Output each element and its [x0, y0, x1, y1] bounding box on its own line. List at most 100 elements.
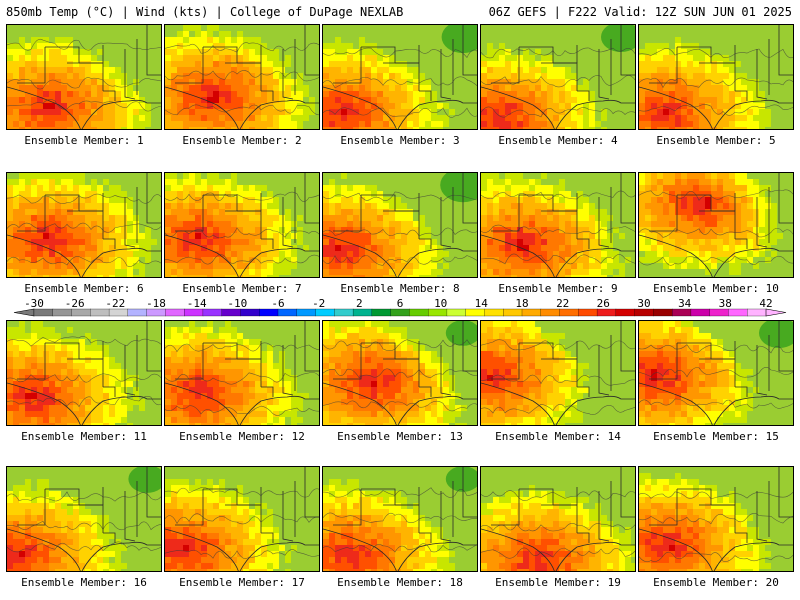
colorbar-swatch	[240, 308, 260, 317]
colorbar-swatch	[33, 308, 54, 317]
colorbar-swatch	[296, 308, 316, 317]
ensemble-member-map	[638, 320, 794, 426]
ensemble-member-map	[480, 24, 636, 130]
colorbar-swatch	[165, 308, 185, 317]
colorbar-swatch	[653, 308, 673, 317]
temperature-field	[639, 321, 793, 425]
ensemble-member-map	[480, 466, 636, 572]
ensemble-member-label: Ensemble Member: 11	[21, 430, 147, 443]
colorbar-swatch	[352, 308, 373, 317]
ensemble-member-map	[6, 24, 162, 130]
colorbar-swatch	[127, 308, 148, 317]
ensemble-member-label: Ensemble Member: 7	[182, 282, 302, 295]
ensemble-member-label: Ensemble Member: 2	[182, 134, 302, 147]
ensemble-member-label: Ensemble Member: 4	[498, 134, 618, 147]
ensemble-member-label: Ensemble Member: 6	[24, 282, 144, 295]
ensemble-member-label: Ensemble Member: 1	[24, 134, 144, 147]
colorbar-swatch	[465, 308, 485, 317]
ensemble-member-map	[322, 320, 478, 426]
ensemble-member-label: Ensemble Member: 13	[337, 430, 463, 443]
colorbar-swatch	[315, 308, 335, 317]
temperature-field	[323, 467, 477, 571]
ensemble-member-map	[164, 172, 320, 278]
temperature-field	[639, 25, 793, 129]
colorbar-tick-label: -14	[187, 297, 207, 310]
colorbar-swatch	[90, 308, 110, 317]
colorbar-swatch	[277, 308, 298, 317]
ensemble-member-map	[164, 320, 320, 426]
ensemble-member-label: Ensemble Member: 9	[498, 282, 618, 295]
colorbar-swatch	[146, 308, 166, 317]
ensemble-member-map	[638, 466, 794, 572]
colorbar-swatch	[183, 308, 204, 317]
temperature-field	[7, 321, 161, 425]
colorbar-min-arrow	[13, 308, 35, 317]
ensemble-member-map	[164, 466, 320, 572]
colorbar-tick-label: 38	[719, 297, 732, 310]
temperature-field	[323, 321, 477, 425]
ensemble-member-label: Ensemble Member: 20	[653, 576, 779, 589]
colorbar-tick-label: -6	[271, 297, 284, 310]
colorbar-swatch	[371, 308, 392, 317]
ensemble-member-label: Ensemble Member: 17	[179, 576, 305, 589]
colorbar-swatch	[409, 308, 429, 317]
ensemble-member-map	[6, 320, 162, 426]
temperature-field	[639, 173, 793, 277]
colorbar-tick-label: 18	[515, 297, 528, 310]
ensemble-member-map	[480, 172, 636, 278]
colorbar-tick-label: -10	[227, 297, 247, 310]
ensemble-member-label: Ensemble Member: 14	[495, 430, 621, 443]
map-title: 850mb Temp (°C) | Wind (kts) | College o…	[6, 5, 404, 19]
ensemble-member-label: Ensemble Member: 5	[656, 134, 776, 147]
ensemble-member-label: Ensemble Member: 16	[21, 576, 147, 589]
colorbar-swatch	[503, 308, 523, 317]
temperature-field	[165, 173, 319, 277]
ensemble-member-label: Ensemble Member: 19	[495, 576, 621, 589]
temperature-field	[481, 467, 635, 571]
temperature-field	[165, 321, 319, 425]
temperature-field	[165, 25, 319, 129]
colorbar-swatch	[390, 308, 410, 317]
colorbar-swatch	[747, 308, 767, 317]
colorbar-swatch	[484, 308, 504, 317]
temperature-field	[165, 467, 319, 571]
colorbar-swatch	[728, 308, 748, 317]
temperature-colorbar: -30 -26 -22 -18 -14 -10 -6 -2 2 6 10 14 18 22 26 30 34 38…	[13, 297, 787, 317]
colorbar-swatch	[221, 308, 241, 317]
colorbar-swatch	[540, 308, 560, 317]
temperature-field	[7, 173, 161, 277]
temperature-field	[639, 467, 793, 571]
colorbar-tick-label: -22	[105, 297, 125, 310]
colorbar-swatch	[71, 308, 91, 317]
temperature-field	[7, 25, 161, 129]
ensemble-member-map	[6, 466, 162, 572]
colorbar-swatch	[259, 308, 279, 317]
colorbar-tick-label: 2	[356, 297, 363, 310]
colorbar-swatch	[672, 308, 692, 317]
colorbar-tick-label: 10	[434, 297, 447, 310]
ensemble-member-map	[322, 172, 478, 278]
ensemble-member-label: Ensemble Member: 12	[179, 430, 305, 443]
ensemble-member-label: Ensemble Member: 3	[340, 134, 460, 147]
colorbar-tick-label: 30	[637, 297, 650, 310]
ensemble-member-label: Ensemble Member: 8	[340, 282, 460, 295]
colorbar-swatch	[596, 308, 617, 317]
temperature-field	[323, 25, 477, 129]
colorbar-swatch	[709, 308, 729, 317]
model-run-info: 06Z GEFS | F222 Valid: 12Z SUN JUN 01 20…	[488, 5, 792, 19]
colorbar-tick-label: -18	[146, 297, 166, 310]
colorbar-swatch	[559, 308, 579, 317]
colorbar-tick-label: 42	[759, 297, 772, 310]
colorbar-swatch	[690, 308, 711, 317]
colorbar-swatch	[521, 308, 542, 317]
colorbar-tick-label: -26	[65, 297, 85, 310]
colorbar-swatch	[52, 308, 72, 317]
temperature-field	[323, 173, 477, 277]
colorbar-max-arrow	[765, 308, 787, 317]
temperature-field	[481, 321, 635, 425]
ensemble-member-map	[6, 172, 162, 278]
temperature-field	[481, 25, 635, 129]
colorbar-tick-label: 26	[597, 297, 610, 310]
colorbar-swatch	[427, 308, 448, 317]
colorbar-tick-label: 34	[678, 297, 692, 310]
